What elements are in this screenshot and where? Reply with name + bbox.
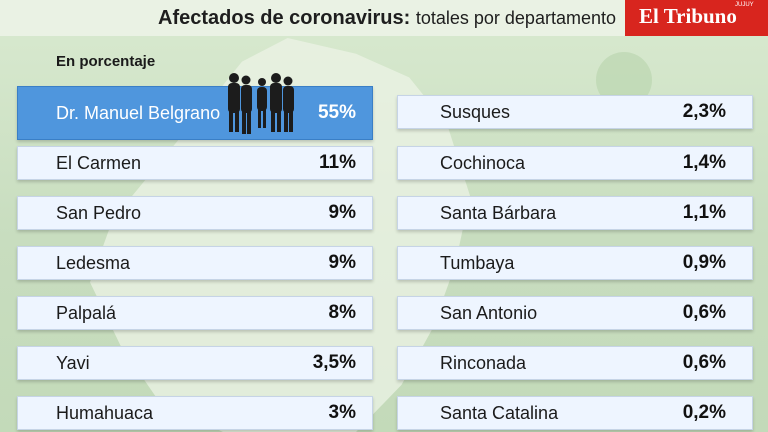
header-bar: Afectados de coronavirus: totales por de… (0, 0, 768, 36)
department-name: Susques (440, 102, 511, 122)
department-name: Cochinoca (440, 153, 526, 173)
table-row: Ledesma 9% (17, 246, 373, 280)
unit-label: En porcentaje (56, 53, 156, 70)
title-rest: totales por departamento (415, 8, 616, 28)
title-bold: Afectados de coronavirus: (158, 7, 411, 29)
department-name: Santa Catalina (440, 403, 559, 423)
percentage-value: 0,9% (682, 252, 726, 273)
percentage-value: 1,4% (682, 152, 726, 173)
page-title: Afectados de coronavirus: totales por de… (158, 5, 616, 31)
logo-text: El Tribuno (639, 4, 737, 28)
table-row: Santa Bárbara 1,1% (397, 196, 753, 230)
department-name: Yavi (56, 353, 90, 373)
percentage-value: 0,6% (682, 302, 726, 323)
department-name: Tumbaya (440, 253, 515, 273)
department-name: San Antonio (440, 303, 538, 323)
department-name: Ledesma (56, 253, 131, 273)
percentage-value: 9% (328, 202, 356, 223)
brand-logo: JUJUY El Tribuno (625, 0, 768, 36)
people-silhouette-icon (228, 73, 294, 134)
table-row: El Carmen 11% (17, 146, 373, 180)
percentage-value: 0,2% (682, 402, 726, 423)
percentage-value: 55% (317, 102, 356, 123)
department-name: Humahuaca (56, 403, 154, 423)
table-row: Dr. Manuel Belgrano 55% (17, 86, 373, 140)
percentage-value: 3% (328, 402, 356, 423)
table-row: Santa Catalina 0,2% (397, 396, 753, 430)
department-name: San Pedro (56, 203, 142, 223)
department-name: Dr. Manuel Belgrano (56, 103, 221, 123)
department-name: El Carmen (56, 153, 142, 173)
table-row: Tumbaya 0,9% (397, 246, 753, 280)
table-row: Yavi 3,5% (17, 346, 373, 380)
table-row: Susques 2,3% (397, 95, 753, 129)
percentage-value: 9% (328, 252, 356, 273)
table-row: San Antonio 0,6% (397, 296, 753, 330)
percentage-value: 0,6% (682, 352, 726, 373)
department-name: Palpalá (56, 303, 117, 323)
logo-small-text: JUJUY (735, 2, 754, 8)
department-name: Santa Bárbara (440, 203, 557, 223)
percentage-value: 3,5% (312, 352, 356, 373)
table-row: Humahuaca 3% (17, 396, 373, 430)
percentage-value: 11% (319, 152, 356, 173)
table-row: Rinconada 0,6% (397, 346, 753, 380)
table-row: Palpalá 8% (17, 296, 373, 330)
department-name: Rinconada (440, 353, 527, 373)
percentage-value: 1,1% (682, 202, 726, 223)
percentage-value: 2,3% (682, 101, 726, 122)
percentage-value: 8% (328, 302, 356, 323)
table-row: San Pedro 9% (17, 196, 373, 230)
table-row: Cochinoca 1,4% (397, 146, 753, 180)
